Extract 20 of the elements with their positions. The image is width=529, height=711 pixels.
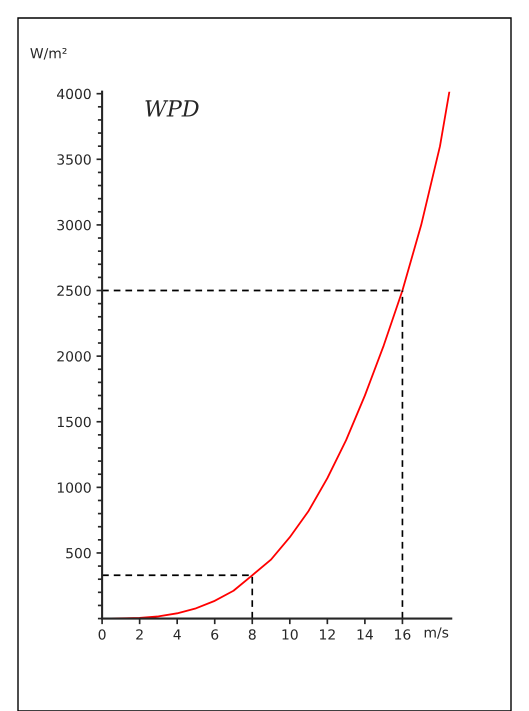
x-tick-label: 6 <box>211 629 218 640</box>
y-tick-label: 3000 <box>57 220 91 230</box>
y-tick-label: 1500 <box>58 416 91 428</box>
y-tick-label: 1000 <box>58 482 91 493</box>
x-axis-title: m/s <box>424 627 448 639</box>
x-tick-label: 2 <box>136 629 143 640</box>
x-tick-label: 14 <box>358 629 373 640</box>
chart-title: WPD <box>145 100 199 117</box>
y-tick-label: 500 <box>66 548 91 558</box>
x-tick-label: 16 <box>395 629 410 640</box>
y-tick-label: 2500 <box>57 285 91 296</box>
x-tick-label: 4 <box>173 629 181 640</box>
y-axis-title: W/m² <box>30 48 67 60</box>
x-tick-label: 8 <box>248 629 256 640</box>
y-tick-label: 2000 <box>57 351 91 362</box>
y-tick-label: 4000 <box>57 88 91 100</box>
y-tick-label: 3500 <box>57 154 91 165</box>
x-tick-label: 10 <box>282 629 298 640</box>
x-tick-label: 0 <box>98 629 106 640</box>
x-tick-label: 12 <box>320 629 335 640</box>
